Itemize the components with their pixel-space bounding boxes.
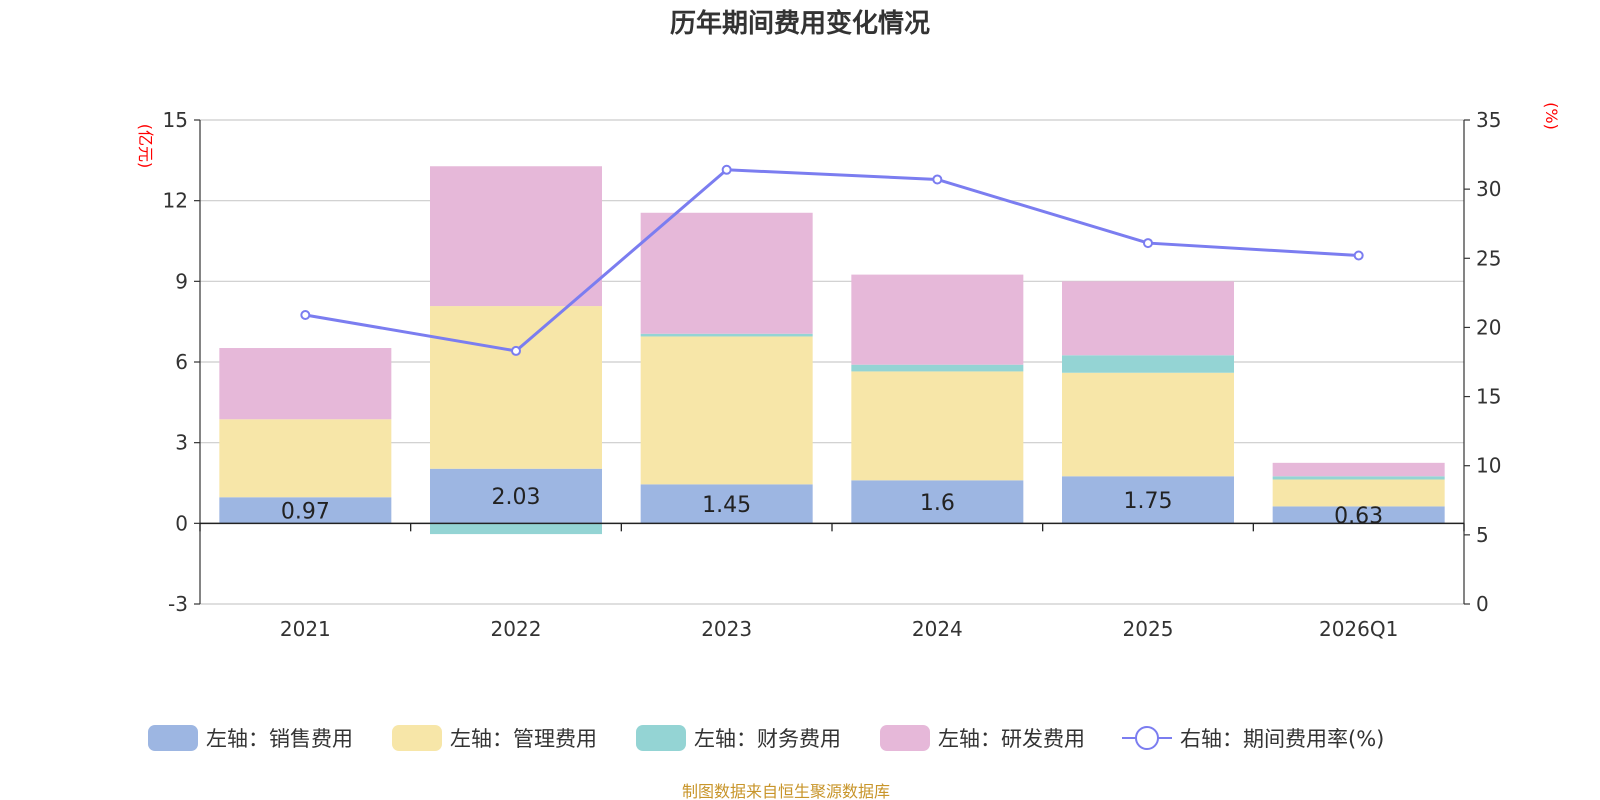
right-tick-label: 15: [1476, 385, 1501, 409]
bar-管理费用: [1272, 479, 1445, 507]
bar-财务费用: [851, 364, 1024, 372]
bar-销售费用: [430, 468, 602, 524]
rate-point: [1353, 250, 1364, 261]
bar-销售费用: [851, 480, 1024, 524]
legend-label[interactable]: 右轴：期间费用率(%): [1180, 727, 1384, 751]
rate-line-path: [305, 168, 1359, 353]
left-tick-label: 6: [175, 350, 188, 374]
rate-point: [511, 345, 521, 356]
data-labels: 0.97 2.03 1.45 1.6 1.75 0.63: [281, 485, 1383, 529]
bar-研发费用: [219, 348, 392, 420]
left-axis-unit: (亿元): [136, 124, 155, 169]
bar-研发费用: [640, 212, 813, 334]
bar-value-label: 0.97: [281, 499, 330, 524]
rate-point: [932, 174, 943, 185]
x-tick-label: 2026Q1: [1319, 617, 1398, 641]
legend-label[interactable]: 左轴：研发费用: [938, 727, 1085, 751]
left-tick-label: 3: [175, 431, 188, 455]
x-tick-label: 2024: [912, 617, 963, 641]
right-tick-label: 10: [1476, 454, 1501, 478]
bar-销售费用: [219, 497, 392, 524]
legend: 左轴：销售费用 左轴：管理费用 左轴：财务费用 左轴：研发费用 右轴：期间费用率(%): [148, 725, 1384, 751]
bar-管理费用: [1062, 372, 1234, 477]
bar-value-label: 2.03: [492, 485, 541, 510]
chart-title: 历年期间费用变化情况: [670, 8, 930, 39]
legend-swatch: [636, 725, 686, 751]
bar-管理费用: [430, 306, 602, 469]
bar-value-label: 1.45: [702, 493, 751, 518]
rate-point: [300, 309, 311, 320]
bar-财务费用: [640, 333, 813, 337]
legend-label[interactable]: 左轴：销售费用: [206, 727, 353, 751]
legend-swatch-marker: [1135, 726, 1159, 750]
bar-value-label: 0.63: [1334, 504, 1383, 529]
legend-label[interactable]: 左轴：管理费用: [450, 727, 597, 751]
rate-line: [300, 164, 1364, 356]
right-tick-label: 5: [1476, 523, 1489, 547]
right-tick-label: 35: [1476, 108, 1501, 132]
legend-label[interactable]: 左轴：财务费用: [694, 727, 841, 751]
bar-销售费用: [640, 484, 813, 524]
left-tick-label: 15: [163, 108, 188, 132]
bar-研发费用: [430, 166, 602, 307]
right-tick-label: 30: [1476, 177, 1501, 201]
right-tick-label: 25: [1476, 246, 1501, 270]
left-tick-label: 0: [175, 511, 188, 535]
bar-财务费用: [430, 523, 602, 535]
x-tick-label: 2021: [280, 617, 331, 641]
bar-value-label: 1.75: [1124, 489, 1173, 514]
bar-销售费用: [1062, 476, 1234, 524]
legend-swatch: [148, 725, 198, 751]
x-tick-label: 2025: [1123, 617, 1174, 641]
bar-财务费用: [1062, 355, 1234, 373]
bar-研发费用: [851, 274, 1024, 365]
bar-value-label: 1.6: [920, 491, 955, 516]
x-tick-label: 2023: [701, 617, 752, 641]
left-tick-label: 12: [163, 189, 188, 213]
bar-管理费用: [851, 371, 1024, 481]
bar-财务费用: [1272, 476, 1445, 480]
right-tick-label: 0: [1476, 592, 1489, 616]
right-tick-label: 20: [1476, 315, 1501, 339]
bar-管理费用: [219, 419, 392, 498]
legend-swatch: [880, 725, 930, 751]
right-axis-unit: (%): [1542, 102, 1561, 130]
rate-point: [1143, 238, 1153, 249]
rate-point: [721, 164, 732, 175]
left-tick-label: -3: [168, 592, 188, 616]
bars: [219, 166, 1445, 535]
bar-研发费用: [1272, 462, 1445, 477]
x-tick-label: 2022: [491, 617, 542, 641]
left-tick-label: 9: [175, 269, 188, 293]
bar-研发费用: [1062, 281, 1234, 356]
legend-swatch: [392, 725, 442, 751]
footer-source: 制图数据来自恒生聚源数据库: [682, 782, 890, 800]
bar-销售费用: [1272, 506, 1445, 524]
bar-管理费用: [640, 336, 813, 485]
